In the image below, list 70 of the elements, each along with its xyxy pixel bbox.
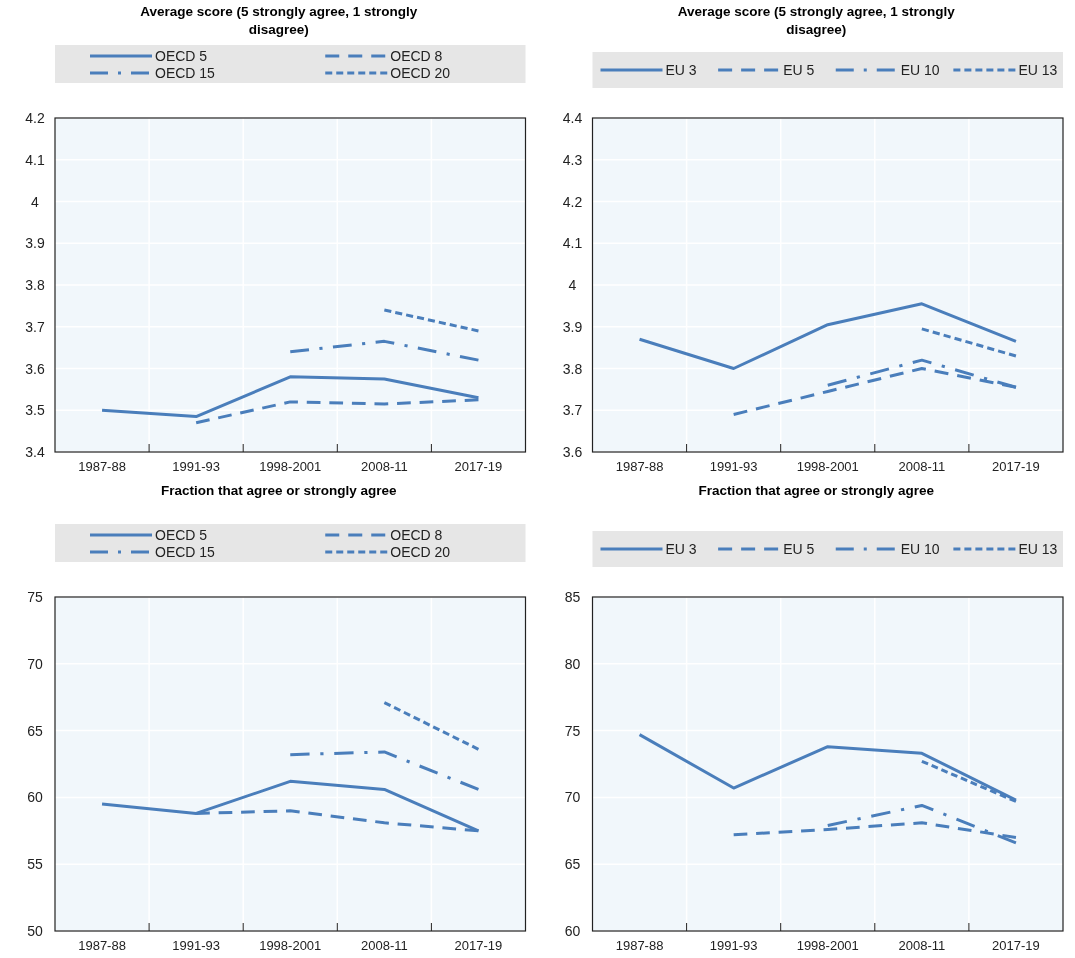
x-tick-label: 1991-93 bbox=[709, 459, 758, 474]
x-tick-label: 1991-93 bbox=[709, 938, 758, 953]
y-tick-label: 4 bbox=[568, 277, 577, 293]
legend-label: EU 3 bbox=[665, 62, 697, 78]
x-tick-label: 2008-11 bbox=[898, 938, 946, 953]
y-tick-label: 60 bbox=[564, 923, 581, 939]
y-tick-label: 3.6 bbox=[25, 360, 45, 377]
x-tick-label: 1987-88 bbox=[615, 938, 664, 953]
y-tick-label: 75 bbox=[27, 589, 43, 605]
x-tick-label: 1987-88 bbox=[78, 459, 126, 474]
x-tick-label: 2008-11 bbox=[360, 459, 408, 474]
chart-title: Fraction that agree or strongly agree bbox=[698, 483, 935, 498]
y-tick-label: 3.9 bbox=[25, 235, 45, 252]
y-tick-label: 55 bbox=[27, 856, 43, 873]
y-tick-label: 75 bbox=[564, 722, 581, 739]
y-tick-label: 4 bbox=[31, 193, 40, 210]
x-tick-label: 1998-2001 bbox=[259, 938, 322, 953]
chart-title: Fraction that agree or strongly agree bbox=[160, 483, 398, 498]
x-tick-label: 2017-19 bbox=[992, 938, 1040, 953]
y-tick-label: 4.2 bbox=[25, 110, 45, 126]
legend-label: EU 5 bbox=[783, 541, 815, 557]
chart-title: Average score (5 strongly agree, 1 strongly disagree) bbox=[677, 4, 956, 37]
chart-title: Average score (5 strongly agree, 1 strongly disagree) bbox=[140, 4, 418, 37]
legend-label: EU 3 bbox=[665, 541, 697, 557]
x-tick-label: 2008-11 bbox=[898, 459, 946, 474]
y-tick-label: 3.8 bbox=[562, 360, 583, 377]
legend-label: OECD 15 bbox=[155, 65, 216, 81]
legend-label: EU 13 bbox=[1018, 62, 1058, 78]
x-tick-label: 1991-93 bbox=[172, 938, 221, 953]
y-tick-label: 65 bbox=[564, 856, 581, 873]
y-tick-label: 3.8 bbox=[25, 277, 45, 293]
y-tick-label: 4.3 bbox=[562, 151, 583, 168]
y-tick-label: 3.4 bbox=[25, 444, 45, 460]
y-tick-label: 3.7 bbox=[562, 402, 583, 419]
y-tick-label: 70 bbox=[564, 789, 581, 806]
legend-label: EU 5 bbox=[783, 62, 815, 78]
legend-label: OECD 15 bbox=[155, 544, 216, 560]
y-tick-label: 4.4 bbox=[562, 110, 583, 126]
x-tick-label: 2017-19 bbox=[454, 459, 503, 474]
y-tick-label: 85 bbox=[564, 589, 581, 605]
legend-label: OECD 20 bbox=[390, 65, 451, 81]
legend-label: OECD 8 bbox=[390, 48, 443, 64]
x-tick-label: 1987-88 bbox=[615, 459, 664, 474]
y-tick-label: 80 bbox=[564, 655, 581, 672]
y-tick-label: 4.2 bbox=[562, 193, 583, 210]
y-tick-label: 3.6 bbox=[562, 444, 583, 460]
legend-label: OECD 20 bbox=[390, 544, 451, 560]
y-tick-label: 65 bbox=[27, 722, 43, 739]
x-tick-label: 2008-11 bbox=[360, 938, 408, 953]
x-tick-label: 2017-19 bbox=[992, 459, 1040, 474]
y-tick-label: 50 bbox=[27, 923, 43, 939]
legend-label: EU 10 bbox=[900, 541, 940, 557]
x-tick-label: 1998-2001 bbox=[796, 938, 859, 953]
y-tick-label: 3.9 bbox=[562, 318, 583, 335]
legend-label: EU 13 bbox=[1018, 541, 1058, 557]
y-tick-label: 70 bbox=[27, 655, 43, 672]
legend-label: OECD 5 bbox=[155, 48, 208, 64]
legend-label: EU 10 bbox=[900, 62, 940, 78]
legend-label: OECD 5 bbox=[155, 527, 208, 543]
legend-label: OECD 8 bbox=[390, 527, 443, 543]
y-tick-label: 4.1 bbox=[25, 151, 45, 168]
x-tick-label: 1991-93 bbox=[172, 459, 221, 474]
y-tick-label: 3.7 bbox=[25, 318, 45, 335]
x-tick-label: 1987-88 bbox=[78, 938, 126, 953]
y-tick-label: 3.5 bbox=[25, 402, 45, 419]
y-tick-label: 4.1 bbox=[562, 235, 583, 252]
x-tick-label: 2017-19 bbox=[454, 938, 503, 953]
x-tick-label: 1998-2001 bbox=[259, 459, 322, 474]
x-tick-label: 1998-2001 bbox=[796, 459, 859, 474]
y-tick-label: 60 bbox=[27, 789, 43, 806]
